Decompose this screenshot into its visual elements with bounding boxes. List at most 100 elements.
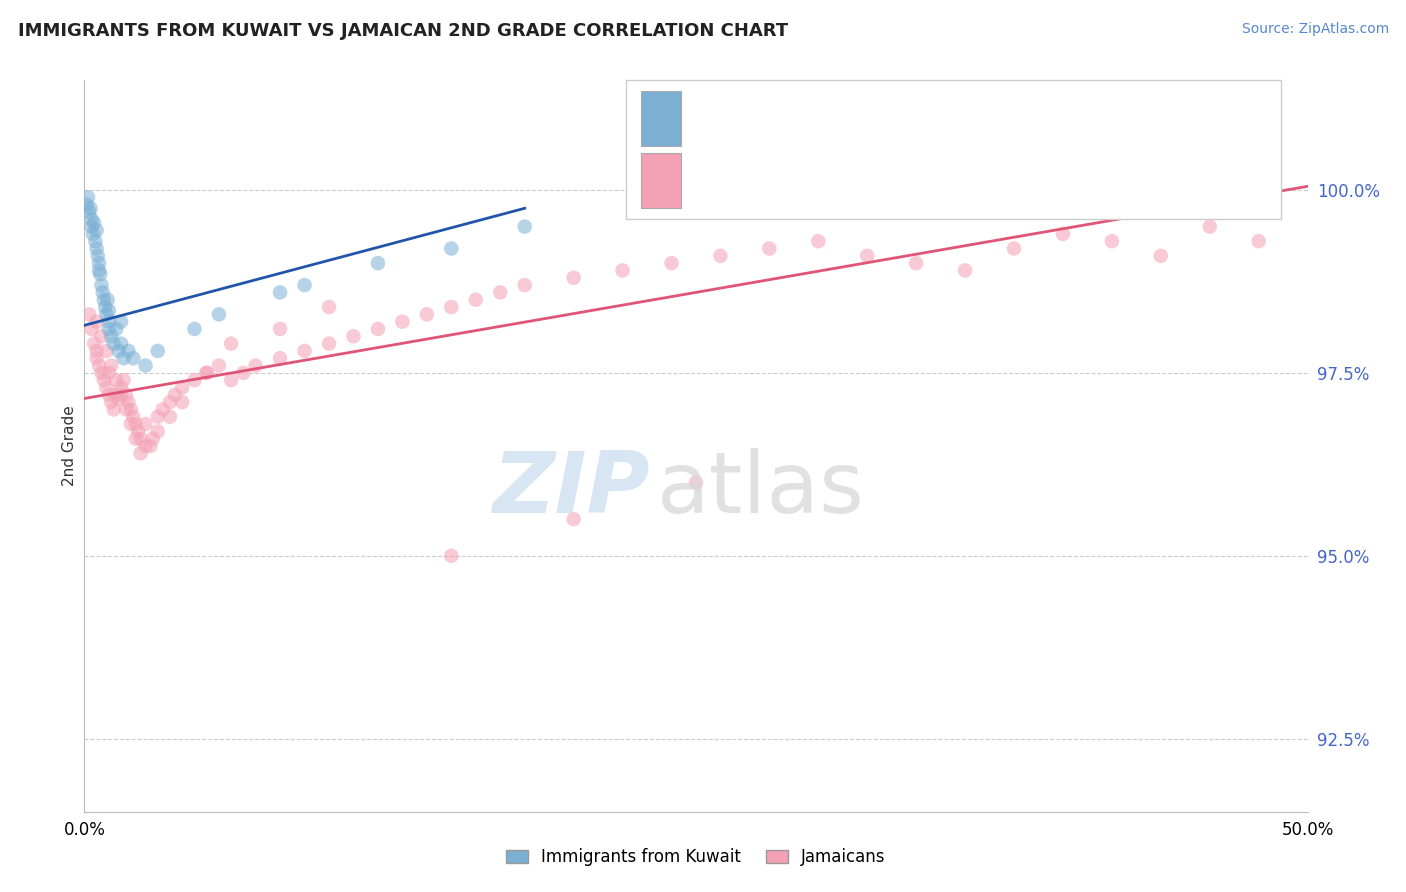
Point	[195, 366, 218, 380]
Point	[87, 249, 110, 263]
Point	[416, 307, 439, 321]
Point	[91, 285, 114, 300]
Point	[208, 359, 231, 373]
Point	[758, 242, 780, 256]
Point	[115, 402, 138, 417]
Point	[1002, 242, 1025, 256]
Point	[107, 392, 129, 406]
Point	[110, 336, 132, 351]
Point	[269, 351, 291, 366]
Point	[122, 351, 145, 366]
Point	[120, 402, 142, 417]
Point	[146, 425, 169, 439]
Point	[709, 249, 731, 263]
Point	[79, 202, 101, 216]
Point	[294, 278, 316, 293]
Point	[219, 373, 242, 387]
Point	[513, 219, 536, 234]
Point	[142, 432, 165, 446]
Point	[1101, 234, 1123, 248]
Point	[905, 256, 928, 270]
Point	[513, 278, 536, 293]
Point	[97, 388, 120, 402]
Point	[83, 216, 105, 230]
FancyBboxPatch shape	[641, 91, 682, 146]
Point	[87, 256, 110, 270]
Point	[135, 439, 157, 453]
Point	[90, 366, 112, 380]
Point	[146, 343, 169, 358]
Point	[612, 263, 634, 277]
Point	[163, 388, 186, 402]
Point	[129, 446, 152, 460]
Point	[90, 278, 112, 293]
Point	[117, 343, 139, 358]
Point	[97, 315, 120, 329]
Point	[97, 303, 120, 318]
Point	[172, 395, 194, 409]
Point	[100, 395, 122, 409]
Point	[269, 322, 291, 336]
Point	[77, 205, 100, 219]
Point	[105, 322, 128, 336]
FancyBboxPatch shape	[641, 153, 682, 209]
Point	[97, 366, 120, 380]
Point	[100, 359, 122, 373]
Point	[77, 307, 100, 321]
Point	[117, 395, 139, 409]
Text: R = 0.404   N = 85: R = 0.404 N = 85	[700, 171, 884, 190]
Point	[110, 380, 132, 394]
Point	[86, 343, 108, 358]
Point	[245, 359, 267, 373]
Point	[562, 270, 585, 285]
Point	[125, 417, 148, 431]
Point	[219, 336, 242, 351]
Point	[661, 256, 683, 270]
Point	[1198, 219, 1220, 234]
Point	[82, 227, 104, 241]
Point	[135, 359, 157, 373]
Point	[127, 425, 149, 439]
Point	[125, 432, 148, 446]
Point	[90, 329, 112, 343]
Point	[183, 322, 205, 336]
Point	[195, 366, 218, 380]
Point	[269, 285, 291, 300]
FancyBboxPatch shape	[626, 80, 1281, 219]
Point	[83, 336, 105, 351]
Point	[105, 388, 128, 402]
Point	[146, 409, 169, 424]
Point	[152, 402, 174, 417]
Text: Source: ZipAtlas.com: Source: ZipAtlas.com	[1241, 22, 1389, 37]
Text: atlas: atlas	[657, 449, 865, 532]
Point	[685, 475, 707, 490]
Text: IMMIGRANTS FROM KUWAIT VS JAMAICAN 2ND GRADE CORRELATION CHART: IMMIGRANTS FROM KUWAIT VS JAMAICAN 2ND G…	[18, 22, 789, 40]
Point	[1052, 227, 1074, 241]
Point	[318, 300, 340, 314]
Point	[953, 263, 976, 277]
Point	[80, 219, 103, 234]
Point	[86, 351, 108, 366]
Point	[103, 336, 125, 351]
Point	[97, 322, 120, 336]
Point	[87, 359, 110, 373]
Point	[80, 212, 103, 227]
Point	[86, 223, 108, 237]
Point	[183, 373, 205, 387]
Point	[294, 343, 316, 358]
Point	[112, 351, 135, 366]
Point	[440, 242, 463, 256]
Point	[120, 417, 142, 431]
Point	[342, 329, 364, 343]
Point	[107, 343, 129, 358]
Point	[86, 315, 108, 329]
Point	[94, 300, 117, 314]
Point	[96, 343, 118, 358]
Point	[807, 234, 830, 248]
Point	[76, 197, 98, 211]
Point	[103, 402, 125, 417]
Point	[318, 336, 340, 351]
Point	[93, 373, 115, 387]
Point	[367, 256, 389, 270]
Point	[1247, 234, 1270, 248]
